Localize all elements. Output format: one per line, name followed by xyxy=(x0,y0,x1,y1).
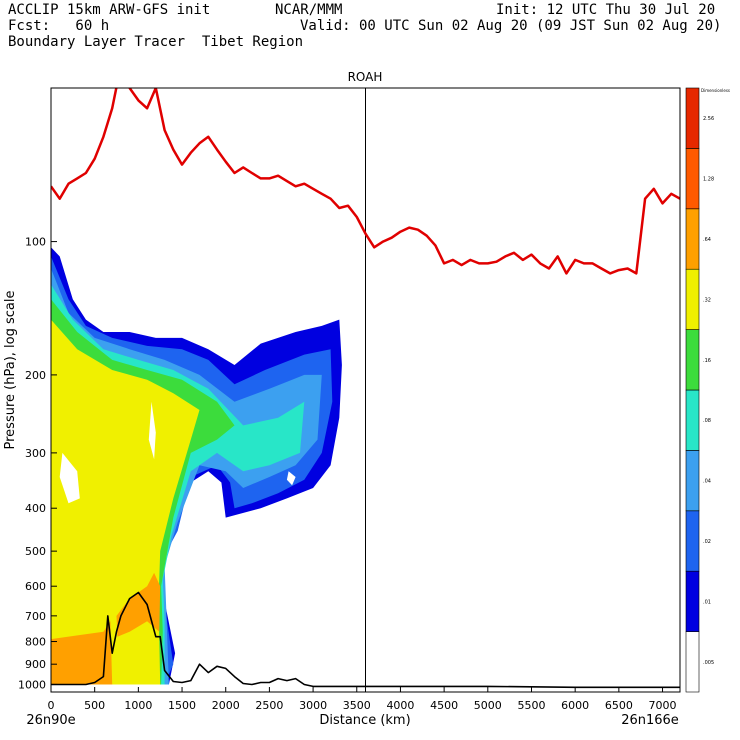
y-tick-label: 100 xyxy=(25,236,46,249)
x-tick-label: 2500 xyxy=(255,699,283,712)
colorbar-swatch xyxy=(685,87,700,149)
colorbar-level-label: 1.28 xyxy=(703,177,714,183)
colorbar-level-label: .32 xyxy=(703,297,711,303)
tracer-contour-fill xyxy=(51,247,342,685)
x-tick-label: 0 xyxy=(48,699,55,712)
y-tick-label: 700 xyxy=(25,610,46,623)
colorbar-swatch xyxy=(685,268,700,330)
x-left-endpoint: 26n90e xyxy=(26,713,75,728)
x-tick-label: 1000 xyxy=(124,699,152,712)
valid-time: Valid: 00 UTC Sun 02 Aug 20 (09 JST Sun … xyxy=(300,18,722,34)
colorbar-level-label: .01 xyxy=(703,599,711,605)
x-tick-label: 5000 xyxy=(474,699,502,712)
contour-level-64-upper xyxy=(116,572,161,637)
contour-level-32 xyxy=(51,319,200,685)
x-tick-label: 2000 xyxy=(212,699,240,712)
colorbar-swatch xyxy=(685,570,700,632)
colorbar-swatch xyxy=(685,510,700,572)
y-tick-label: 800 xyxy=(25,636,46,649)
contour-gap xyxy=(59,452,80,504)
y-tick-label: 1000 xyxy=(18,678,46,691)
x-tick-label: 1500 xyxy=(168,699,196,712)
x-tick-label: 5500 xyxy=(517,699,545,712)
x-tick-label: 3000 xyxy=(299,699,327,712)
colorbar-level-label: .02 xyxy=(703,539,711,545)
x-axis-label: Distance (km) xyxy=(319,713,410,728)
colorbar-swatch xyxy=(685,329,700,391)
x-tick-label: 6000 xyxy=(561,699,589,712)
run-title: ACCLIP 15km ARW-GFS init xyxy=(8,2,211,18)
contour-gap xyxy=(148,401,156,460)
y-tick-label: 200 xyxy=(25,369,46,382)
terrain-line xyxy=(51,591,680,689)
contour-gap xyxy=(286,471,296,486)
init-time: Init: 12 UTC Thu 30 Jul 20 xyxy=(496,2,716,18)
y-tick-label: 900 xyxy=(25,658,46,671)
plot-frame xyxy=(50,87,681,693)
y-tick-label: 500 xyxy=(25,545,46,558)
y-tick-label: 400 xyxy=(25,502,46,515)
contour-level-64-surface xyxy=(51,621,113,685)
colorbar-swatch xyxy=(685,631,700,693)
y-tick-label: 600 xyxy=(25,580,46,593)
x-tick-label: 4000 xyxy=(386,699,414,712)
field-description: Boundary Layer Tracer Tibet Region xyxy=(8,34,304,50)
x-right-endpoint: 26n166e xyxy=(621,713,679,728)
colorbar-swatch xyxy=(685,389,700,451)
y-axis-label: Pressure (hPa), log scale xyxy=(3,291,18,450)
x-tick-label: 3500 xyxy=(343,699,371,712)
forecast-hour: Fcst: 60 h xyxy=(8,18,110,34)
colorbar: .005 .01 .02 .04 .08 .16 .32 .64 1.28 2.56 Dimensi… xyxy=(685,87,730,693)
colorbar-level-label: .005 xyxy=(703,660,714,666)
colorbar-level-label: .64 xyxy=(703,237,711,243)
plot-title: ROAH xyxy=(348,70,383,84)
colorbar-title: Dimensionless xyxy=(701,88,730,93)
institution-label: NCAR/MMM xyxy=(275,2,343,18)
x-tick-label: 7000 xyxy=(649,699,677,712)
colorbar-level-label: .04 xyxy=(703,479,711,485)
x-tick-label: 500 xyxy=(84,699,105,712)
colorbar-swatch xyxy=(685,148,700,210)
colorbar-swatch xyxy=(685,450,700,512)
colorbar-level-label: .16 xyxy=(703,358,711,364)
tropopause-line xyxy=(51,88,680,275)
colorbar-level-label: 2.56 xyxy=(703,116,714,122)
y-tick-label: 300 xyxy=(25,447,46,460)
x-tick-label: 4500 xyxy=(430,699,458,712)
colorbar-level-label: .08 xyxy=(703,418,711,424)
x-tick-label: 6500 xyxy=(605,699,633,712)
colorbar-swatch xyxy=(685,208,700,270)
